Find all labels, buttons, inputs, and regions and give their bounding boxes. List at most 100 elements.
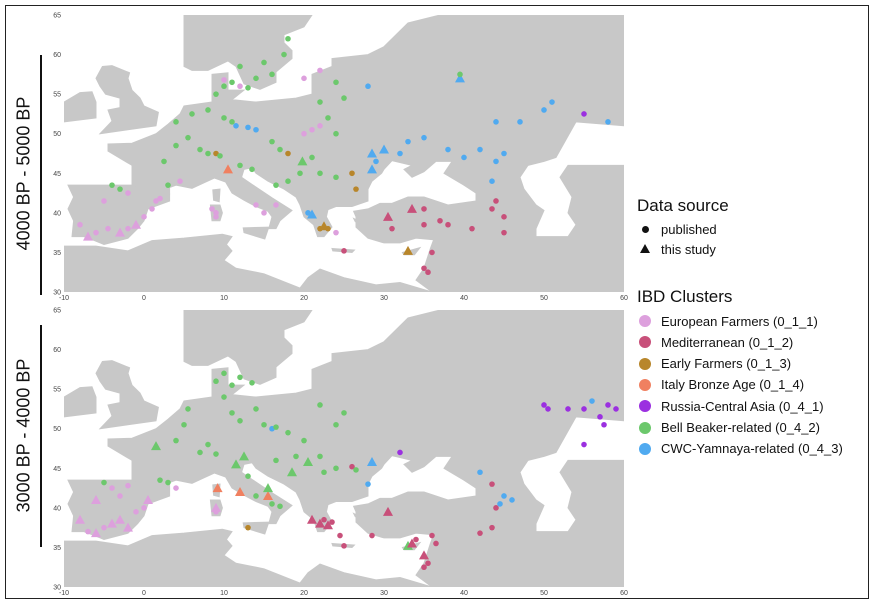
sample-dot-marker <box>501 150 507 157</box>
sample-dot-marker <box>269 71 275 78</box>
sample-dot-marker <box>317 402 323 408</box>
sample-triangle-marker <box>307 209 317 219</box>
y-tick-label: 45 <box>53 171 61 178</box>
x-tick-label: 0 <box>142 590 146 597</box>
landmass <box>64 528 433 587</box>
sample-dot-marker <box>109 485 115 491</box>
legend-cluster-label: Italy Bronze Age (0_1_4) <box>661 377 805 393</box>
sample-dot-marker <box>489 481 495 487</box>
sample-dot-marker <box>229 410 235 416</box>
sample-dot-marker <box>253 493 259 499</box>
x-tick-label: 40 <box>460 590 468 597</box>
sample-dot-marker <box>221 115 227 121</box>
landmass <box>352 512 358 518</box>
sample-dot-marker <box>317 453 323 460</box>
sample-dot-marker <box>285 35 291 42</box>
landmass <box>95 360 159 430</box>
sample-dot-marker <box>117 186 123 192</box>
legend-cluster-label: Early Farmers (0_1_3) <box>661 356 792 372</box>
sample-dot-marker <box>509 497 515 503</box>
sample-dot-marker <box>301 75 307 82</box>
sample-dot-marker <box>581 441 587 448</box>
x-tick-label: 30 <box>380 590 388 597</box>
sample-dot-marker <box>321 469 327 476</box>
legend-cluster-item: Russia-Central Asia (0_4_1) <box>637 397 824 415</box>
sample-triangle-marker <box>91 528 101 538</box>
sample-dot-marker <box>253 202 259 208</box>
sample-dot-marker <box>237 374 243 381</box>
x-tick-label: -10 <box>59 590 69 597</box>
sample-dot-marker <box>341 248 347 254</box>
sample-triangle-marker <box>223 164 233 174</box>
sample-dot-marker <box>341 543 347 549</box>
color-swatch-icon <box>637 335 653 349</box>
x-tick-label: 50 <box>540 295 548 302</box>
sample-dot-marker <box>209 206 215 212</box>
landmass <box>67 184 171 246</box>
sample-dot-marker <box>269 501 275 507</box>
sample-dot-marker <box>249 380 255 386</box>
color-swatch-icon <box>637 421 653 435</box>
sample-triangle-marker <box>115 514 125 524</box>
figure-frame <box>5 5 869 599</box>
legend-cluster-item: Italy Bronze Age (0_1_4) <box>637 376 804 394</box>
sample-dot-marker <box>125 190 131 196</box>
sample-dot-marker <box>309 154 315 161</box>
sample-dot-marker <box>285 150 291 157</box>
sample-dot-marker <box>133 509 139 515</box>
period-bar-top <box>40 55 42 295</box>
x-tick-label: -10 <box>59 295 69 302</box>
y-tick-label: 50 <box>53 426 61 433</box>
sample-dot-marker <box>101 524 107 531</box>
landmass <box>242 521 270 535</box>
period-bar-bottom <box>40 325 42 547</box>
sample-dot-marker <box>293 453 299 460</box>
sample-dot-marker <box>613 406 619 412</box>
sample-dot-marker <box>285 178 291 184</box>
sample-dot-marker <box>541 107 547 113</box>
sample-dot-marker <box>605 402 611 408</box>
sample-triangle-marker <box>419 550 429 560</box>
sample-triangle-marker <box>403 245 413 255</box>
sample-dot-marker <box>493 158 499 165</box>
sample-dot-marker <box>221 370 227 377</box>
sample-dot-marker <box>425 560 431 567</box>
landmass <box>64 233 433 292</box>
x-tick-label: 10 <box>220 590 228 597</box>
sample-dot-marker <box>253 406 259 412</box>
sample-triangle-marker <box>131 219 141 229</box>
sample-dot-marker <box>369 532 375 539</box>
period-label-top: 4000 BP - 5000 BP <box>13 96 34 251</box>
sample-dot-marker <box>325 115 331 121</box>
sample-dot-marker <box>197 449 203 456</box>
legend-cluster-label: CWC-Yamnaya-related (0_4_3) <box>661 441 843 457</box>
legend-cluster-item: Mediterranean (0_1_2) <box>637 333 793 351</box>
sample-dot-marker <box>597 414 603 420</box>
sample-dot-marker <box>157 195 163 202</box>
sample-triangle-marker <box>297 156 308 166</box>
sample-dot-marker <box>297 170 303 177</box>
sample-dot-marker <box>601 421 607 428</box>
sample-dot-marker <box>101 198 107 204</box>
color-swatch-icon <box>637 399 653 413</box>
period-label-bottom: 3000 BP - 4000 BP <box>13 358 34 513</box>
sample-dot-marker <box>161 158 167 165</box>
legend-source-published: published <box>637 220 717 238</box>
sample-dot-marker <box>217 153 223 159</box>
x-tick-label: 50 <box>540 590 548 597</box>
sample-dot-marker <box>273 424 279 430</box>
landmass <box>183 310 313 385</box>
sample-dot-marker <box>405 138 411 145</box>
sample-dot-marker <box>245 85 251 91</box>
x-tick-label: 60 <box>620 590 628 597</box>
landmass <box>64 91 97 123</box>
y-tick-label: 40 <box>53 210 61 217</box>
sample-dot-marker <box>469 225 475 232</box>
sample-dot-marker <box>93 229 99 236</box>
sample-dot-marker <box>185 134 191 141</box>
sample-dot-marker <box>173 119 179 125</box>
sample-dot-marker <box>605 119 611 125</box>
sample-dot-marker <box>317 123 323 129</box>
sample-dot-marker <box>329 519 335 525</box>
